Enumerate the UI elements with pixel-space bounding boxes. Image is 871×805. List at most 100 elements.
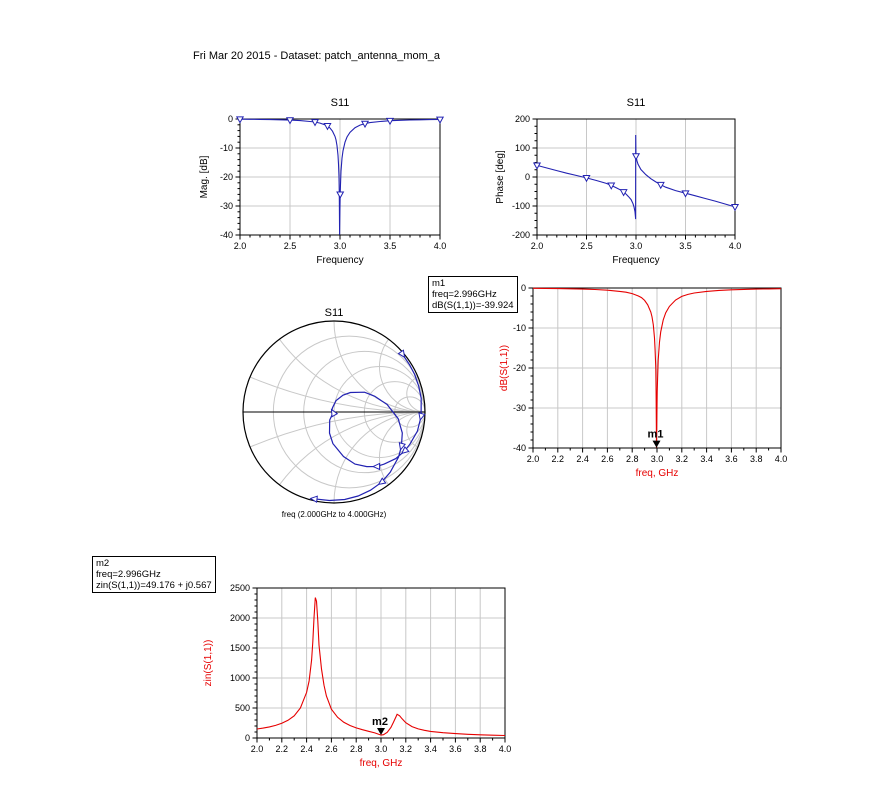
tick-label: 3.6 (449, 744, 462, 754)
tick-label: -40 (220, 230, 233, 240)
chart-svg-s11_mag: 2.0 2.5 3.0 3.5 4.0 0 -10 -20 -30 -40 S11 Frequency… (199, 97, 447, 266)
trace-arrow-marker (397, 349, 406, 359)
tick-label: 2.0 (251, 744, 264, 754)
trace-arrow-marker (309, 495, 318, 503)
tick-label: 2.4 (300, 744, 313, 754)
tick-label: -40 (513, 443, 526, 453)
tick-label: -100 (512, 201, 530, 211)
marker-m2-value: zin(S(1,1))=49.176 + j0.567 (96, 580, 212, 591)
plot-zin-s11[interactable]: 2.0 2.2 2.4 2.6 2.8 3.0 3.2 3.4 3.6 3.8 4.0 2500 200… (195, 570, 527, 787)
chart-svg-zin: 2.0 2.2 2.4 2.6 2.8 3.0 3.2 3.4 3.6 3.8 4.0 2500 200… (203, 583, 512, 769)
data-point-marker (631, 153, 641, 161)
tick-label: 3.5 (679, 241, 692, 251)
marker-readout-m1[interactable]: m1 freq=2.996GHz dB(S(1,1))=-39.924 (428, 276, 518, 313)
smith-reactance-arc (379, 338, 426, 413)
trace-arrow-marker (400, 445, 410, 455)
trace-arrow-marker (398, 442, 406, 451)
data-point-marker (336, 191, 345, 199)
plot-s11-magnitude[interactable]: 2.0 2.5 3.0 3.5 4.0 0 -10 -20 -30 -40 S11 Frequency… (195, 90, 457, 287)
data-point-marker (360, 120, 370, 129)
data-point-marker (385, 117, 395, 126)
tick-label: 2.8 (350, 744, 363, 754)
tick-label: 3.2 (400, 744, 413, 754)
marker-m1-triangle[interactable] (652, 440, 661, 448)
tick-label: 3.5 (384, 241, 397, 251)
tick-label: 4.0 (729, 241, 742, 251)
smith-reactance-arc (279, 411, 426, 486)
data-point-marker (730, 203, 740, 212)
tick-label: -30 (220, 201, 233, 211)
trace-arrow-marker (418, 412, 426, 422)
tick-label: 3.8 (474, 744, 487, 754)
x-axis-label: Frequency (316, 255, 363, 266)
marker-readout-m2[interactable]: m2 freq=2.996GHz zin(S(1,1))=49.176 + j0… (92, 556, 216, 593)
tick-label: 2.6 (601, 454, 614, 464)
tick-label: 3.6 (725, 454, 738, 464)
plot-db-s11[interactable]: 2.0 2.2 2.4 2.6 2.8 3.0 3.2 3.4 3.6 3.8 4.0 0 -10 -20… (495, 270, 799, 489)
tick-label: 4.0 (499, 744, 512, 754)
tick-label: 3.2 (676, 454, 689, 464)
tick-label: 2.5 (580, 241, 593, 251)
tick-label: 0 (245, 733, 250, 743)
tick-label: 1500 (230, 643, 250, 653)
tick-label: 3.4 (700, 454, 713, 464)
tick-label: 100 (515, 143, 530, 153)
tick-label: -10 (513, 323, 526, 333)
dataset-header: Fri Mar 20 2015 - Dataset: patch_antenna… (193, 50, 441, 62)
chart-svg-db_s11: 2.0 2.2 2.4 2.6 2.8 3.0 3.2 3.4 3.6 3.8 4.0 0 -10 -20… (499, 283, 787, 479)
data-point-marker (285, 117, 295, 125)
trace-s11_phase (536, 134, 736, 220)
trace-zin (256, 597, 506, 737)
marker-m1-name: m1 (432, 278, 446, 289)
tick-label: 2.4 (576, 454, 589, 464)
marker-m1-freq: freq=2.996GHz (432, 289, 497, 300)
marker-m2-freq: freq=2.996GHz (96, 569, 161, 580)
tick-label: 2.0 (531, 241, 544, 251)
tick-label: -20 (513, 363, 526, 373)
x-axis-label: freq, GHz (360, 758, 403, 769)
tick-label: 3.8 (750, 454, 763, 464)
data-point-marker (582, 174, 591, 183)
marker-m2-triangle[interactable] (377, 728, 385, 736)
tick-label: -10 (220, 143, 233, 153)
chart-title: S11 (325, 307, 344, 319)
y-axis-label: Phase [deg] (495, 150, 506, 204)
marker-m1-label[interactable]: m1 (648, 429, 664, 441)
marker-m2-name: m2 (96, 558, 110, 569)
tick-label: 0 (521, 283, 526, 293)
tick-label: 200 (515, 114, 530, 124)
smith-reactance-arc (333, 411, 426, 504)
data-point-marker (310, 119, 320, 127)
chart-title: S11 (331, 97, 350, 109)
tick-label: 3.4 (424, 744, 437, 754)
tick-label: -30 (513, 403, 526, 413)
trace-s11_mag (239, 118, 441, 235)
trace-s11_smith (313, 354, 422, 502)
x-axis-label: Frequency (612, 255, 659, 266)
trace-arrow-marker (371, 462, 381, 471)
smith-reactance-arc (379, 411, 426, 486)
tick-label: 2.6 (325, 744, 338, 754)
data-point-marker (681, 190, 690, 198)
data-point-marker (607, 182, 616, 190)
data-point-marker (435, 116, 445, 124)
tick-label: 2000 (230, 613, 250, 623)
tick-label: 0 (228, 114, 233, 124)
x-axis-label: freq, GHz (636, 468, 679, 479)
chart-svg-s11_phase: 2.0 2.5 3.0 3.5 4.0 200 100 0 -100 -200 S11 Frequen… (495, 97, 742, 266)
y-axis-label: zin(S(1,1)) (203, 640, 214, 687)
plot-s11-smith-chart[interactable]: S11 freq (2.000GHz to 4.000GHz) (229, 300, 441, 533)
tick-label: 4.0 (434, 241, 447, 251)
chart-title: S11 (627, 97, 646, 109)
smith-reactance-arc (333, 320, 426, 413)
plot-s11-phase[interactable]: 2.0 2.5 3.0 3.5 4.0 200 100 0 -100 -200 S11 Frequen… (492, 90, 758, 287)
tick-label: 2.2 (552, 454, 565, 464)
data-point-marker (656, 181, 665, 190)
y-axis-label: dB(S(1,1)) (499, 345, 510, 391)
tick-label: -200 (512, 230, 530, 240)
tick-label: 0 (525, 172, 530, 182)
data-point-marker (619, 189, 628, 197)
tick-label: 2.8 (626, 454, 639, 464)
marker-m2-label[interactable]: m2 (372, 716, 388, 728)
